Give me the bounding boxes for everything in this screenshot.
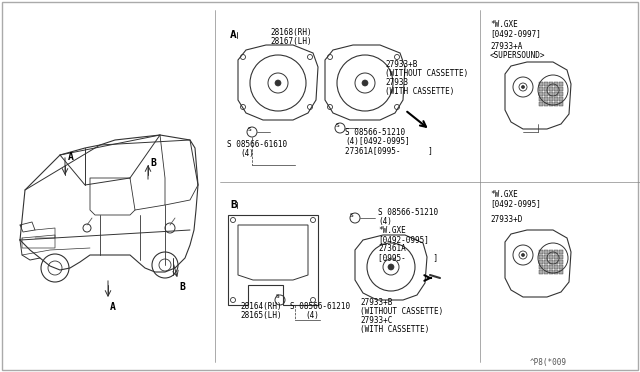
Bar xyxy=(554,250,558,254)
Bar xyxy=(549,102,553,106)
Bar xyxy=(549,82,553,86)
Bar xyxy=(539,87,543,91)
Text: 27361A[0995-      ]: 27361A[0995- ] xyxy=(345,146,433,155)
Text: 27933: 27933 xyxy=(385,78,408,87)
Text: (WITHOUT CASSETTE): (WITHOUT CASSETTE) xyxy=(360,307,444,316)
Bar xyxy=(539,260,543,264)
Bar xyxy=(544,270,548,274)
Text: (4): (4) xyxy=(378,217,392,226)
Text: [0492-0995]: [0492-0995] xyxy=(378,235,429,244)
Bar xyxy=(544,250,548,254)
Bar xyxy=(539,92,543,96)
Bar xyxy=(544,82,548,86)
Text: A: A xyxy=(68,152,74,162)
Text: 27933+C: 27933+C xyxy=(360,316,392,325)
Bar xyxy=(559,92,563,96)
Bar xyxy=(549,270,553,274)
Text: S 08566-61210: S 08566-61210 xyxy=(290,302,350,311)
Bar xyxy=(544,255,548,259)
Bar xyxy=(554,255,558,259)
Bar xyxy=(539,82,543,86)
Bar xyxy=(539,102,543,106)
Text: B: B xyxy=(150,158,156,168)
Text: 28167(LH): 28167(LH) xyxy=(270,37,312,46)
Text: ^P8(*009: ^P8(*009 xyxy=(530,358,567,367)
Text: 27933+A: 27933+A xyxy=(490,42,522,51)
Text: (4)[0492-0995]: (4)[0492-0995] xyxy=(345,137,410,146)
Text: [0995-      ]: [0995- ] xyxy=(378,253,438,262)
Bar xyxy=(559,102,563,106)
Circle shape xyxy=(275,80,281,86)
Bar xyxy=(554,97,558,101)
Bar xyxy=(539,97,543,101)
Bar xyxy=(554,102,558,106)
Text: 27933+B: 27933+B xyxy=(360,298,392,307)
Bar xyxy=(544,97,548,101)
Text: B: B xyxy=(230,200,237,210)
Bar xyxy=(559,255,563,259)
Text: S 08566-61610: S 08566-61610 xyxy=(227,140,287,149)
Bar xyxy=(559,270,563,274)
Text: 28164(RH): 28164(RH) xyxy=(240,302,282,311)
Bar xyxy=(559,265,563,269)
Bar xyxy=(549,92,553,96)
Bar xyxy=(549,255,553,259)
Bar xyxy=(554,92,558,96)
Text: [0492-0995]: [0492-0995] xyxy=(490,199,541,208)
Text: S: S xyxy=(335,122,339,128)
Text: *W.GXE: *W.GXE xyxy=(378,226,406,235)
Circle shape xyxy=(388,264,394,270)
Bar xyxy=(554,82,558,86)
Circle shape xyxy=(522,253,525,257)
Text: 27933+B: 27933+B xyxy=(385,60,417,69)
Text: 27933+D: 27933+D xyxy=(490,215,522,224)
Bar xyxy=(559,87,563,91)
Text: B: B xyxy=(179,282,185,292)
Bar xyxy=(549,97,553,101)
Bar xyxy=(544,265,548,269)
Text: S 08566-51210: S 08566-51210 xyxy=(378,208,438,217)
Bar xyxy=(559,97,563,101)
Bar xyxy=(544,87,548,91)
Bar xyxy=(549,250,553,254)
Circle shape xyxy=(362,80,368,86)
Text: 27361A: 27361A xyxy=(378,244,406,253)
Text: (WITH CASSETTE): (WITH CASSETTE) xyxy=(385,87,454,96)
Bar xyxy=(539,265,543,269)
Bar xyxy=(539,250,543,254)
Text: (4): (4) xyxy=(305,311,319,320)
Text: *W.GXE: *W.GXE xyxy=(490,20,518,29)
Text: S 08566-51210: S 08566-51210 xyxy=(345,128,405,137)
Bar xyxy=(549,265,553,269)
Text: (4): (4) xyxy=(240,149,254,158)
Bar xyxy=(544,92,548,96)
Text: *W.GXE: *W.GXE xyxy=(490,190,518,199)
Text: A: A xyxy=(230,30,237,40)
Text: (WITHOUT CASSETTE): (WITHOUT CASSETTE) xyxy=(385,69,468,78)
Circle shape xyxy=(522,86,525,89)
Bar xyxy=(559,260,563,264)
Text: [0492-0997]: [0492-0997] xyxy=(490,29,541,38)
Text: S: S xyxy=(275,295,279,299)
Bar xyxy=(554,87,558,91)
Text: A: A xyxy=(110,302,116,312)
Text: 28165(LH): 28165(LH) xyxy=(240,311,282,320)
Text: <SUPERSOUND>: <SUPERSOUND> xyxy=(490,51,545,60)
Text: 28168(RH): 28168(RH) xyxy=(270,28,312,37)
Bar xyxy=(544,102,548,106)
Text: (WITH CASSETTE): (WITH CASSETTE) xyxy=(360,325,429,334)
Bar xyxy=(544,260,548,264)
Bar xyxy=(554,260,558,264)
Bar xyxy=(559,82,563,86)
Bar xyxy=(554,270,558,274)
Bar xyxy=(559,250,563,254)
Bar xyxy=(549,87,553,91)
Text: S: S xyxy=(247,126,251,131)
Bar xyxy=(539,270,543,274)
Bar xyxy=(554,265,558,269)
Bar xyxy=(549,260,553,264)
Text: S: S xyxy=(350,212,354,218)
Bar xyxy=(539,255,543,259)
